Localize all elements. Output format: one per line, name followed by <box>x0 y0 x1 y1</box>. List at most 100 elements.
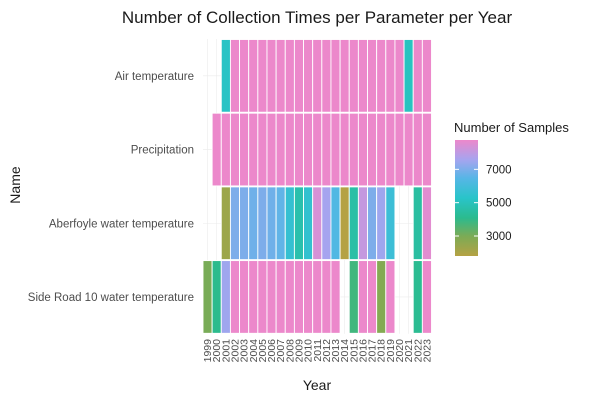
legend-tick-label: 7000 <box>486 164 512 176</box>
heatmap-tile <box>349 113 358 186</box>
heatmap-tile <box>386 113 395 186</box>
heatmap-tile <box>267 113 276 186</box>
heatmap-tile <box>313 113 322 186</box>
heatmap-tile <box>358 113 367 186</box>
heatmap-tile <box>340 40 349 113</box>
heatmap-tile <box>422 40 431 113</box>
heatmap-tile <box>285 261 294 334</box>
heatmap-tile <box>422 113 431 186</box>
heatmap-tile <box>212 113 221 186</box>
heatmap-tile <box>240 187 249 260</box>
heatmap-tile <box>240 113 249 186</box>
legend: Number of Samples 3000 5000 7000 <box>454 120 569 256</box>
heatmap-tile <box>285 40 294 113</box>
heatmap-tile <box>422 187 431 260</box>
heatmap-tile <box>240 40 249 113</box>
heatmap-tile <box>230 113 239 186</box>
heatmap-tile <box>349 40 358 113</box>
heatmap-tile <box>413 40 422 113</box>
y-tick-label: Side Road 10 water temperature <box>28 292 194 304</box>
heatmap-tile <box>368 187 377 260</box>
heatmap-tile <box>221 261 230 334</box>
x-axis-title: Year <box>303 377 332 393</box>
heatmap-tile <box>358 261 367 334</box>
heatmap-tile <box>304 187 313 260</box>
y-tick-label: Air temperature <box>115 71 194 83</box>
heatmap-tile <box>276 113 285 186</box>
heatmap-tile <box>313 261 322 334</box>
heatmap-tile <box>377 113 386 186</box>
x-tick-label: 2023 <box>421 339 433 363</box>
heatmap-tile <box>304 40 313 113</box>
heatmap-tile <box>203 261 212 334</box>
legend-colorbar <box>455 140 478 256</box>
heatmap-tile <box>221 187 230 260</box>
heatmap-tile <box>322 187 331 260</box>
heatmap-tile <box>267 187 276 260</box>
heatmap-tile <box>249 261 258 334</box>
legend-tick-label: 3000 <box>486 231 512 243</box>
legend-title: Number of Samples <box>454 120 569 135</box>
heatmap-tile <box>331 261 340 334</box>
heatmap-tile <box>276 187 285 260</box>
heatmap-tile <box>322 40 331 113</box>
heatmap-tile <box>267 40 276 113</box>
heatmap-tile <box>331 187 340 260</box>
heatmap-tile <box>331 113 340 186</box>
heatmap-tile <box>294 113 303 186</box>
heatmap-tile <box>368 40 377 113</box>
heatmap-tile <box>313 40 322 113</box>
heatmap-tile <box>240 261 249 334</box>
heatmap-tile <box>221 40 230 113</box>
heatmap-tile <box>221 113 230 186</box>
heatmap-tile <box>258 187 267 260</box>
heatmap-tile <box>230 261 239 334</box>
heatmap-tile <box>322 113 331 186</box>
heatmap-tile <box>304 113 313 186</box>
heatmap-tile <box>258 113 267 186</box>
heatmap-tile <box>276 261 285 334</box>
heatmap-tile <box>377 261 386 334</box>
heatmap-tile <box>377 187 386 260</box>
heatmap-tile <box>349 261 358 334</box>
y-axis-title: Name <box>7 166 23 204</box>
heatmap-tile <box>404 113 413 186</box>
heatmap-tile <box>285 187 294 260</box>
heatmap-tile <box>285 113 294 186</box>
heatmap-tile <box>386 187 395 260</box>
heatmap-tile <box>331 40 340 113</box>
heatmap-tile <box>267 261 276 334</box>
heatmap-tile <box>304 261 313 334</box>
y-tick-label: Aberfoyle water temperature <box>49 218 194 230</box>
heatmap-tile <box>377 40 386 113</box>
heatmap-tile <box>258 261 267 334</box>
heatmap-tile <box>313 187 322 260</box>
heatmap-tile <box>294 187 303 260</box>
heatmap-tile <box>230 187 239 260</box>
heatmap-tile <box>349 187 358 260</box>
heatmap-tile <box>395 113 404 186</box>
heatmap-tile <box>249 40 258 113</box>
heatmap-tile <box>294 261 303 334</box>
heatmap-tile <box>368 113 377 186</box>
heatmap-tile <box>413 187 422 260</box>
heatmap-tile <box>368 261 377 334</box>
heatmap-tile <box>340 187 349 260</box>
heatmap-tile <box>340 113 349 186</box>
heatmap-tile <box>422 261 431 334</box>
heatmap-tile <box>249 113 258 186</box>
heatmap-tile <box>413 113 422 186</box>
heatmap-tile <box>276 40 285 113</box>
y-tick-label: Precipitation <box>131 145 194 157</box>
y-tick-labels: Air temperature Precipitation Aberfoyle wa… <box>28 71 194 304</box>
heatmap-tile <box>358 187 367 260</box>
heatmap-tile <box>322 261 331 334</box>
heatmap-tile <box>212 261 221 334</box>
chart-title: Number of Collection Times per Parameter… <box>122 8 513 27</box>
heatmap-tile <box>358 40 367 113</box>
x-tick-labels: 1999200020012002200320042005200620072008… <box>202 339 433 363</box>
heatmap-tile <box>404 40 413 113</box>
heatmap-tile <box>249 187 258 260</box>
heatmap-tile <box>386 261 395 334</box>
